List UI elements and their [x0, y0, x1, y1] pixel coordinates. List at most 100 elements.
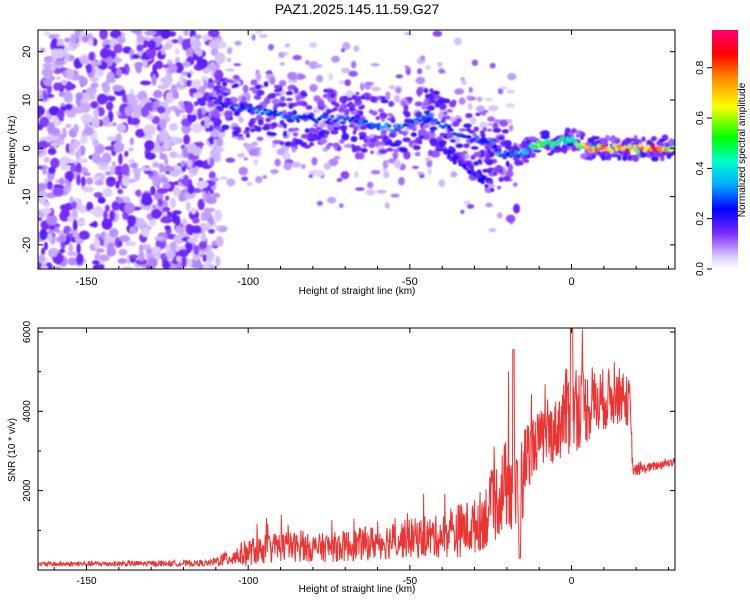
spectrogram-noise-blob	[98, 161, 109, 167]
spectrogram-noise-blob	[251, 141, 259, 147]
spectrogram-noise-blob	[152, 89, 163, 99]
spectrogram-noise-blob	[79, 76, 88, 87]
spectrogram-ridge-core	[467, 135, 472, 139]
spectrogram-noise-blob	[241, 176, 249, 182]
spectrogram-frame	[37, 29, 676, 270]
spectrogram-noise-blob	[197, 108, 203, 120]
spectrogram-ridge-core	[363, 119, 369, 124]
spectrogram-ridge-blob	[318, 138, 328, 144]
spectrogram-ridge-blob	[480, 133, 486, 138]
spectrogram-noise-blob	[210, 47, 219, 56]
spectrogram-noise-blob	[238, 117, 244, 124]
spectrogram-noise-blob	[403, 150, 411, 160]
spectrogram-noise-blob	[280, 61, 285, 66]
spectrogram-ridge-blob	[632, 155, 639, 163]
spectrogram-ridge-blob	[332, 107, 338, 111]
spectrogram-noise-blob	[136, 34, 146, 43]
spectrogram-noise-blob	[398, 176, 405, 186]
spectrogram-noise-blob	[65, 68, 75, 80]
spectrogram-ridge-blob	[326, 108, 332, 115]
spectrogram-noise-blob	[159, 117, 167, 130]
spectrogram-ridge-blob	[456, 118, 462, 123]
spectrogram-ridge-core	[446, 125, 451, 129]
spectrogram-noise-blob	[96, 248, 105, 253]
spectrogram-ridge-blob	[274, 84, 280, 90]
spectrogram-ridge-blob	[461, 150, 468, 154]
spectrogram-noise-blob	[70, 33, 78, 44]
spectrogram-noise-blob	[45, 93, 55, 98]
spectrogram-noise-blob	[70, 201, 77, 209]
spectrogram-ridge-blob	[371, 110, 378, 116]
spectrogram-ridge-blob	[443, 111, 448, 116]
spectrogram-ridge-blob	[463, 143, 470, 149]
spectrogram-noise-blob	[117, 188, 123, 195]
spectrogram-noise-blob	[42, 62, 52, 69]
spectrogram-ridge-blob	[355, 91, 360, 95]
spectrogram-noise-blob	[248, 149, 259, 157]
spectrogram-noise-blob	[88, 209, 101, 215]
spectrogram-noise-blob	[53, 114, 58, 123]
spectrogram-ridge-blob	[392, 151, 399, 158]
spectrogram-ridge-blob	[443, 148, 449, 155]
spectrogram-noise-blob	[362, 143, 369, 148]
spectrogram-noise-blob	[111, 201, 120, 211]
spectrogram-ridge-blob	[313, 129, 319, 134]
spectrogram-ridge-blob	[651, 156, 659, 162]
spectrogram-ridge-blob	[334, 102, 340, 108]
spectrogram-noise-blob	[183, 30, 190, 37]
spectrogram-noise-blob	[255, 72, 262, 82]
spectrogram-noise-blob	[101, 152, 112, 164]
spectrogram-noise-blob	[274, 158, 281, 167]
spectrogram-noise-blob	[316, 200, 323, 206]
spectrogram-noise-blob	[468, 86, 473, 93]
spectrogram-ridge-core	[443, 123, 449, 127]
spectrogram-ridge-blob	[668, 138, 675, 145]
spectrogram-noise-blob	[430, 150, 441, 158]
spectrogram-noise-blob	[169, 123, 179, 131]
spectrogram-noise-blob	[458, 97, 466, 105]
spectrogram-ridge-blob	[312, 123, 319, 127]
spectrogram-noise-blob	[243, 157, 248, 161]
spectrogram-noise-blob	[146, 49, 156, 59]
spectrogram-noise-blob	[496, 212, 503, 219]
spectrogram-noise-blob	[64, 52, 70, 63]
spectrogram-ridge-core	[580, 141, 586, 147]
spectrogram-noise-blob	[338, 80, 347, 85]
spectrogram-ridge-blob	[449, 156, 454, 161]
spectrogram-ridge-blob	[359, 136, 364, 140]
spectrogram-ridge-blob	[390, 142, 397, 147]
spectrogram-ridge-blob	[477, 158, 482, 163]
spectrogram-ridge-blob	[482, 168, 489, 173]
spectrogram-ridge-core	[526, 146, 532, 152]
spectrogram-ridge-blob	[566, 142, 575, 147]
spectrogram-ridge-blob	[450, 139, 456, 143]
spectrogram-noise-blob	[190, 39, 202, 49]
spectrogram-noise-blob	[351, 60, 357, 69]
spectrogram-ridge-blob	[339, 121, 347, 125]
spectrogram-ridge-core	[260, 111, 265, 115]
spectrogram-ridge-core	[593, 147, 599, 153]
spectrogram-noise-blob	[323, 162, 332, 170]
spectrogram-ridge-core	[518, 151, 524, 157]
spectrogram-ridge-core	[322, 115, 327, 119]
spectrogram-ridge-blob	[370, 150, 375, 155]
spectrogram-noise-blob	[389, 85, 395, 90]
spectrogram-noise-blob	[133, 169, 141, 182]
spectrogram-ridge-blob	[595, 139, 601, 145]
spectrogram-noise-blob	[92, 265, 98, 269]
spectrogram-ridge-core	[500, 153, 506, 157]
spectrogram-noise-blob	[212, 192, 221, 199]
spectrogram-noise-blob	[76, 148, 82, 158]
spectrogram-ridge-blob	[561, 149, 567, 154]
spectrogram-noise-blob	[328, 72, 333, 81]
spectrogram-noise-blob	[427, 149, 433, 157]
spectrogram-noise-blob	[106, 71, 116, 84]
spectrogram-ridge-blob	[382, 135, 388, 140]
spectrogram-noise-blob	[184, 101, 194, 114]
spectrogram-ridge-core	[624, 147, 630, 153]
spectrogram-noise-blob	[162, 211, 168, 217]
spectrogram-ridge-blob	[386, 117, 392, 121]
spectrogram-ridge-blob	[330, 129, 339, 135]
spectrogram-ridge-blob	[347, 103, 356, 109]
